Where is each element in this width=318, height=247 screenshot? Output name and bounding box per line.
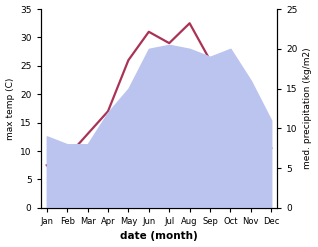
Y-axis label: max temp (C): max temp (C) <box>5 77 15 140</box>
X-axis label: date (month): date (month) <box>120 231 198 242</box>
Y-axis label: med. precipitation (kg/m2): med. precipitation (kg/m2) <box>303 48 313 169</box>
